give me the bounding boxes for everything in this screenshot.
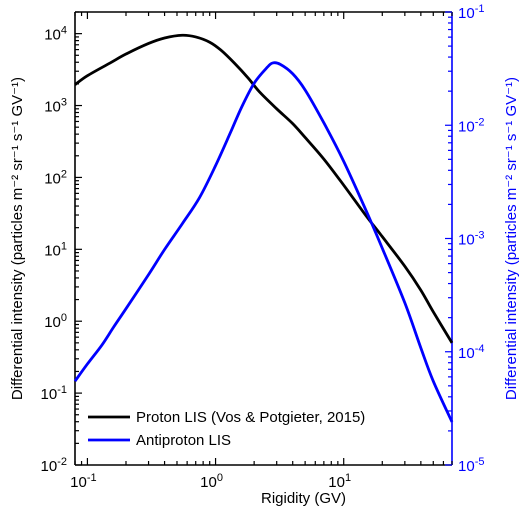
proton-lis-line: [74, 33, 454, 344]
antiproton-lis-line: [73, 61, 454, 423]
legend-label-antiproton: Antiproton LIS: [136, 432, 231, 449]
y-right-tick-label: 10-1: [458, 3, 484, 22]
y-right-tick-label: 10-5: [458, 456, 484, 475]
y-left-axis-title: Differential intensity (particles m⁻² sr…: [9, 77, 26, 400]
y-right-axis-title: Differential intensity (particles m⁻² sr…: [503, 77, 520, 400]
x-tick-label: 10-1: [70, 472, 96, 491]
y-left-tick-label: 10-2: [41, 456, 67, 475]
y-left-tick-label: 102: [44, 168, 67, 187]
y-right-tick-label: 10-3: [458, 230, 484, 249]
y-left-tick-label: 10-1: [41, 384, 67, 403]
x-tick-label: 101: [328, 472, 351, 491]
y-right-tick-label: 10-2: [458, 116, 484, 135]
x-axis-title: Rigidity (GV): [261, 490, 346, 507]
y-left-tick-label: 100: [44, 312, 67, 331]
legend-label-proton: Proton LIS (Vos & Potgieter, 2015): [136, 409, 365, 426]
y-left-tick-label: 101: [44, 240, 67, 259]
y-right-tick-label: 10-4: [458, 343, 484, 362]
x-tick-label: 100: [200, 472, 223, 491]
y-left-tick-label: 103: [44, 97, 67, 116]
y-left-tick-label: 104: [44, 25, 67, 44]
